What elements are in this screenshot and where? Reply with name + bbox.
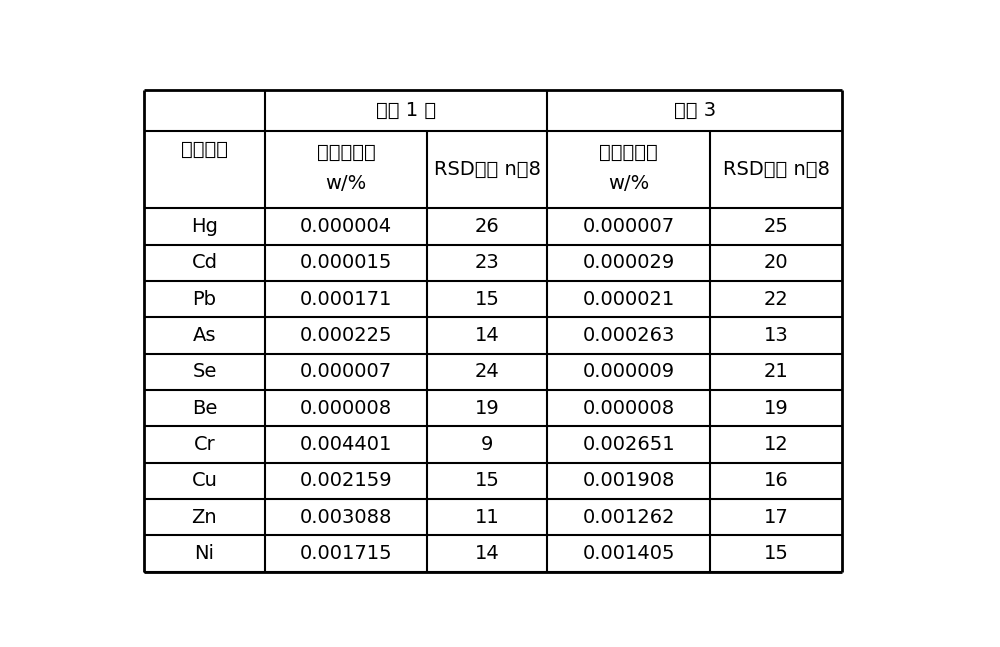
Text: Zn: Zn: [192, 508, 217, 527]
Text: 0.000029: 0.000029: [583, 253, 675, 272]
Text: Hg: Hg: [191, 217, 218, 236]
Text: 14: 14: [475, 544, 500, 563]
Text: 0.000008: 0.000008: [583, 399, 675, 418]
Text: As: As: [193, 326, 216, 345]
Text: 0.001405: 0.001405: [582, 544, 675, 563]
Text: Ni: Ni: [194, 544, 214, 563]
Text: 15: 15: [764, 544, 788, 563]
Text: 21: 21: [764, 362, 788, 381]
Text: 0.003088: 0.003088: [300, 508, 392, 527]
Text: 0.000021: 0.000021: [583, 290, 675, 309]
Text: 11: 11: [475, 508, 500, 527]
Text: w/%: w/%: [608, 174, 649, 193]
Text: 0.000008: 0.000008: [300, 399, 392, 418]
Text: 9: 9: [481, 435, 494, 454]
Text: 15: 15: [475, 472, 500, 490]
Text: 17: 17: [764, 508, 788, 527]
Text: 试样 3: 试样 3: [674, 101, 716, 120]
Text: w/%: w/%: [325, 174, 366, 193]
Text: Be: Be: [192, 399, 217, 418]
Text: 14: 14: [475, 326, 500, 345]
Text: 0.000263: 0.000263: [583, 326, 675, 345]
Text: 试样 1 号: 试样 1 号: [376, 101, 436, 120]
Text: 0.001715: 0.001715: [300, 544, 392, 563]
Text: RSD％， n＝8: RSD％， n＝8: [434, 160, 541, 179]
Text: 0.000007: 0.000007: [300, 362, 392, 381]
Text: Cd: Cd: [191, 253, 217, 272]
Text: 12: 12: [764, 435, 788, 454]
Text: 0.000015: 0.000015: [300, 253, 392, 272]
Text: 0.000007: 0.000007: [583, 217, 675, 236]
Text: 15: 15: [475, 290, 500, 309]
Text: 25: 25: [764, 217, 788, 236]
Text: 26: 26: [475, 217, 500, 236]
Text: 20: 20: [764, 253, 788, 272]
Text: 0.000171: 0.000171: [300, 290, 392, 309]
Text: 16: 16: [764, 472, 788, 490]
Text: 0.001908: 0.001908: [583, 472, 675, 490]
Text: Pb: Pb: [192, 290, 216, 309]
Text: 19: 19: [475, 399, 500, 418]
Text: 24: 24: [475, 362, 500, 381]
Text: Se: Se: [192, 362, 217, 381]
Text: 23: 23: [475, 253, 500, 272]
Text: 测定平均值: 测定平均值: [599, 143, 658, 162]
Text: Cr: Cr: [194, 435, 215, 454]
Text: 0.000225: 0.000225: [300, 326, 392, 345]
Text: 测定平均值: 测定平均值: [316, 143, 375, 162]
Text: 13: 13: [764, 326, 788, 345]
Text: RSD％， n＝8: RSD％， n＝8: [723, 160, 829, 179]
Text: 0.004401: 0.004401: [300, 435, 392, 454]
Text: 19: 19: [764, 399, 788, 418]
Text: 分析元素: 分析元素: [181, 140, 228, 159]
Text: 0.002651: 0.002651: [582, 435, 675, 454]
Text: 0.000004: 0.000004: [300, 217, 392, 236]
Text: 0.002159: 0.002159: [300, 472, 392, 490]
Text: Cu: Cu: [192, 472, 217, 490]
Text: 0.001262: 0.001262: [582, 508, 675, 527]
Text: 22: 22: [764, 290, 788, 309]
Text: 0.000009: 0.000009: [583, 362, 675, 381]
